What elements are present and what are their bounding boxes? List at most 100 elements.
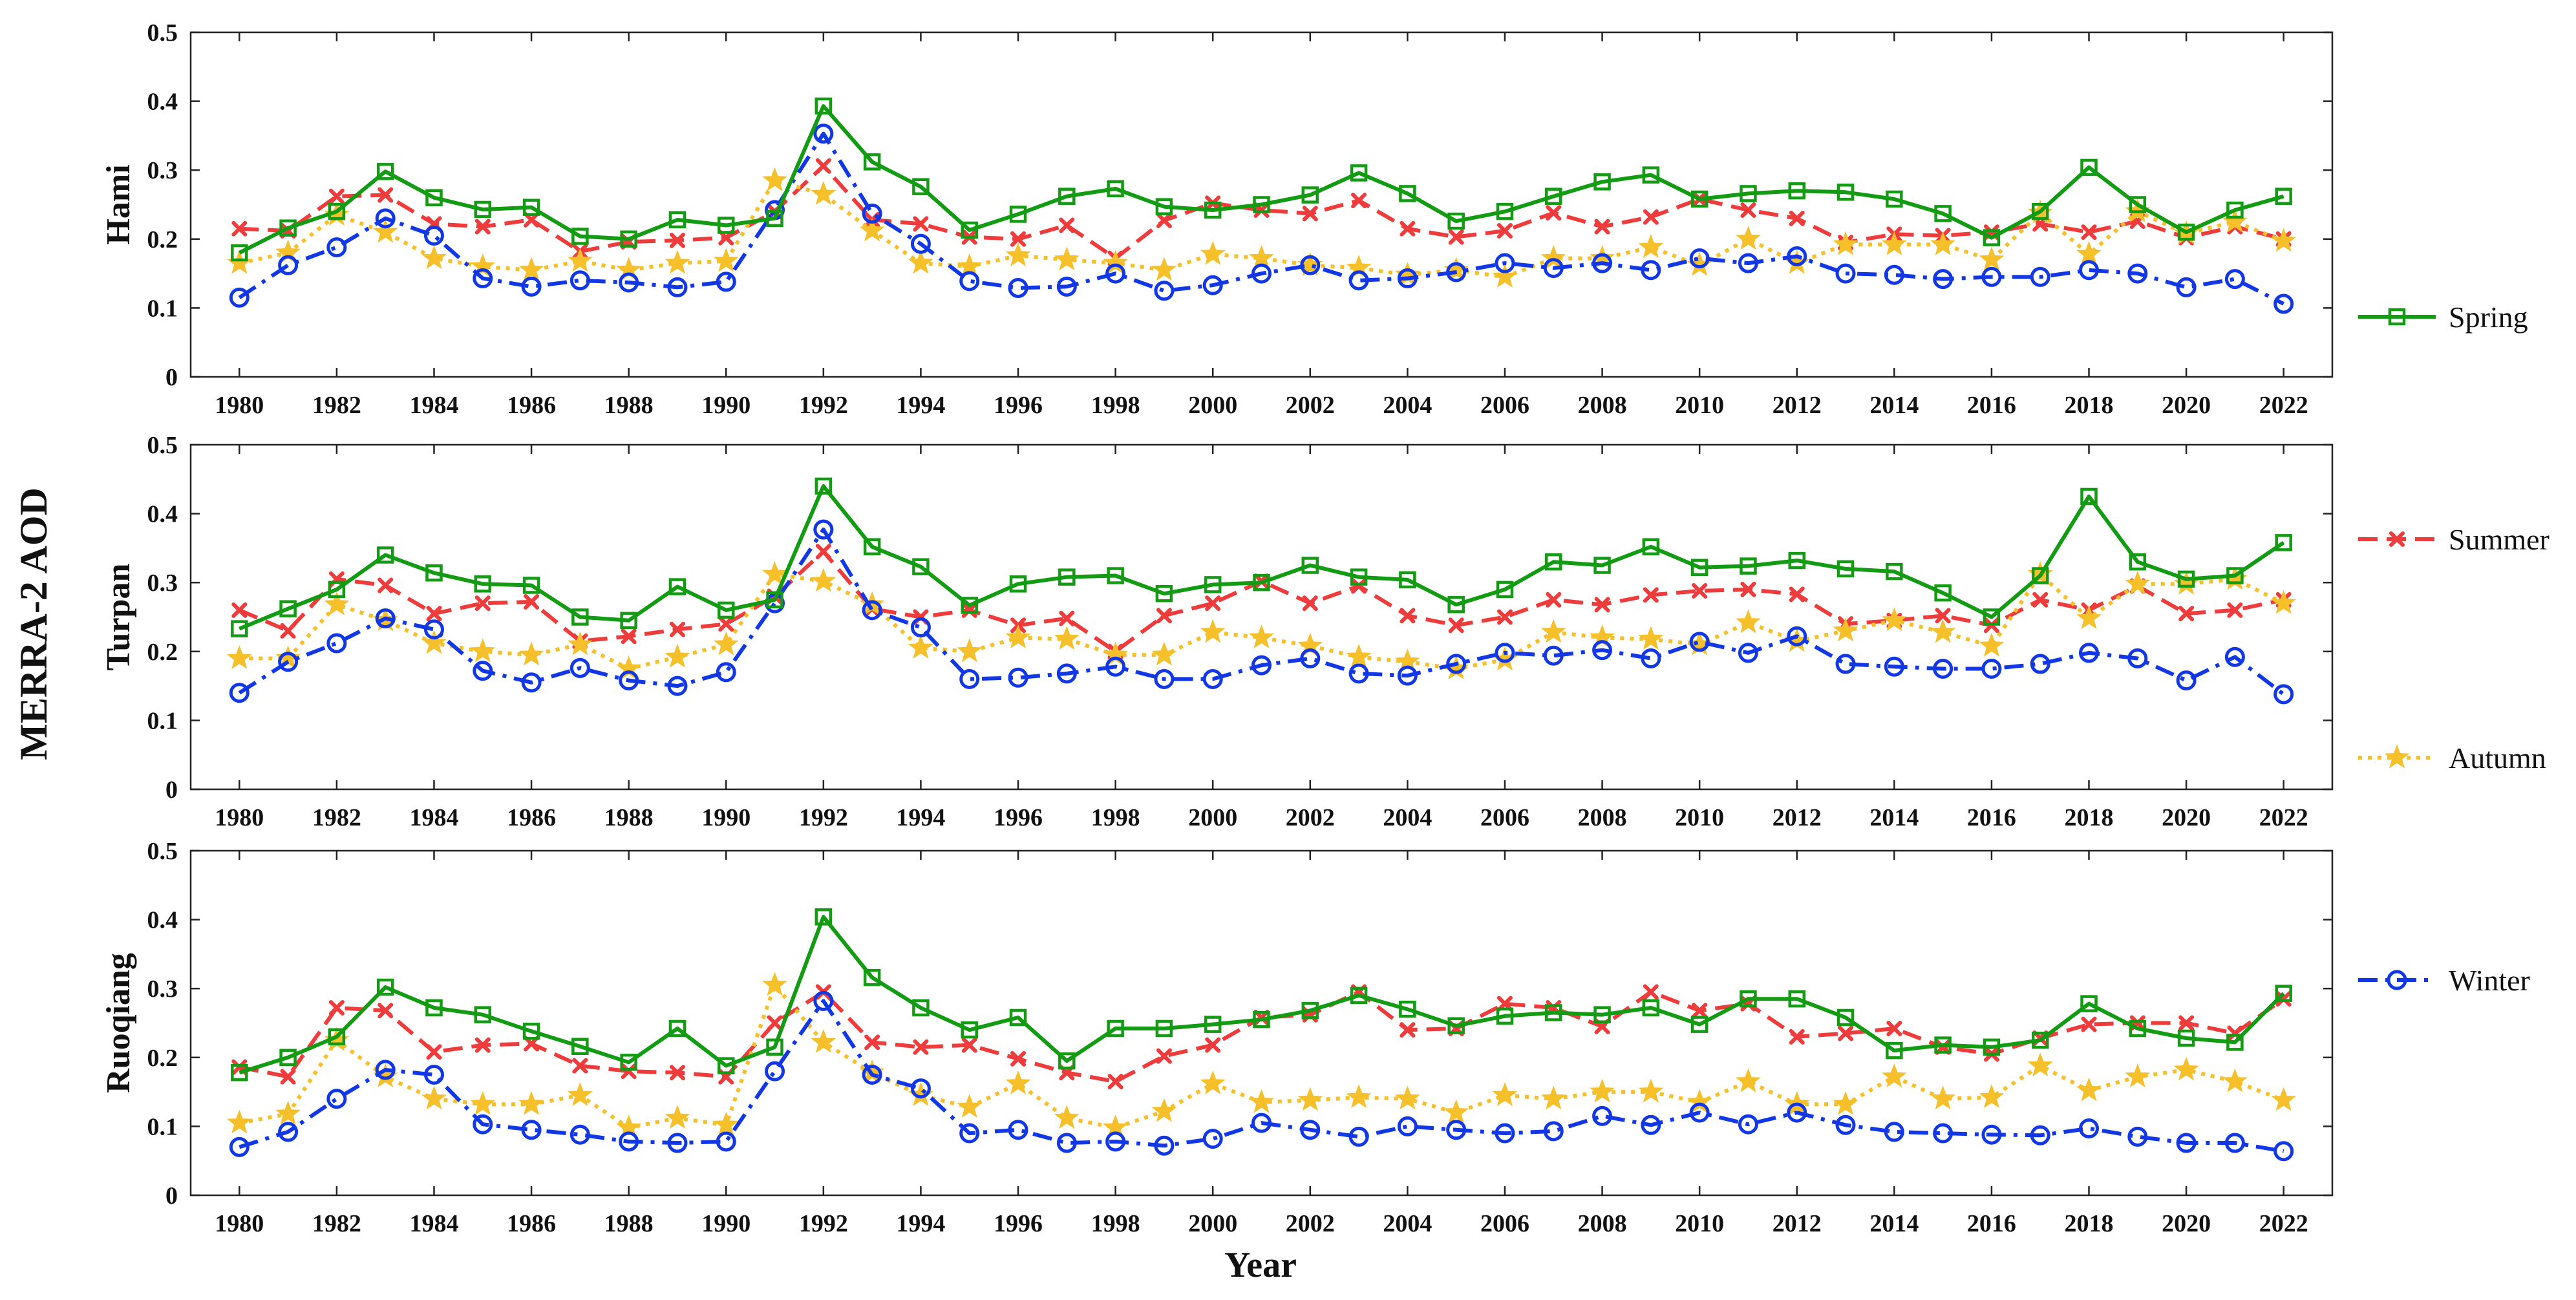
data-point-autumn <box>567 248 593 272</box>
panel-ruoqiang: 0 0.1 0.2 0.3 0.4 0.5 1980 1982 1984 1986 1988 1990… <box>100 838 2334 1237</box>
series-winter <box>229 519 2294 705</box>
data-point-winter <box>2079 643 2100 663</box>
data-point-winter <box>862 1064 882 1085</box>
data-point-spring <box>766 1038 783 1056</box>
data-point-summer <box>767 1015 783 1031</box>
data-point-autumn <box>226 250 252 274</box>
data-point-spring <box>328 202 346 220</box>
data-point-spring <box>2275 187 2292 205</box>
x-tick-label: 1980 <box>215 804 264 831</box>
data-point-winter <box>667 277 688 297</box>
data-point-winter <box>278 652 299 672</box>
data-point-spring <box>1690 190 1708 208</box>
data-point-autumn <box>226 645 252 669</box>
data-point-spring <box>912 999 930 1017</box>
data-point-spring <box>1642 166 1660 184</box>
data-point-winter <box>1592 640 1613 661</box>
data-point-spring <box>1690 1016 1708 1033</box>
x-tick-label: 2022 <box>2259 392 2308 419</box>
x-tick-label: 1982 <box>312 392 361 419</box>
data-point-winter <box>1884 1122 1904 1142</box>
data-point-spring <box>1058 1052 1076 1070</box>
data-point-summer <box>1838 1025 1854 1041</box>
data-point-autumn <box>1200 240 1226 265</box>
x-tick-label: 1992 <box>799 804 848 831</box>
data-point-winter <box>1397 268 1418 289</box>
data-point-summer <box>1156 1048 1172 1064</box>
x-tick-label: 1998 <box>1091 392 1140 419</box>
data-point-autumn <box>372 218 398 243</box>
data-point-spring <box>474 1006 492 1023</box>
data-point-winter <box>1056 276 1077 297</box>
data-point-spring <box>1836 184 1855 201</box>
x-tick-label: 1984 <box>409 1210 458 1237</box>
data-point-winter <box>1933 269 1953 290</box>
legend-label: Autumn <box>2449 741 2546 774</box>
data-point-autumn <box>859 217 885 242</box>
data-point-spring <box>668 578 687 595</box>
series-spring <box>231 908 2292 1082</box>
data-point-autumn <box>1930 619 1956 643</box>
data-point-autumn <box>470 253 496 277</box>
data-point-spring <box>2031 567 2049 584</box>
data-point-spring <box>1253 1010 1270 1028</box>
data-point-winter <box>910 1078 931 1099</box>
data-point-winter <box>959 1123 980 1144</box>
data-point-spring <box>1107 567 1124 584</box>
legend-item-winter: Winter <box>2358 964 2530 997</box>
data-point-summer <box>1886 1021 1902 1037</box>
data-point-spring <box>474 200 492 218</box>
x-tick-label: 2012 <box>1772 804 1822 831</box>
data-point-winter <box>1641 648 1661 668</box>
chart-panels: 0 0.1 0.2 0.3 0.4 0.5 1980 1982 1984 1986 1988 1990… <box>100 19 2334 1237</box>
data-point-autumn <box>1443 257 1469 281</box>
data-point-winter <box>1105 656 1126 677</box>
data-point-spring <box>1399 571 1416 589</box>
data-point-spring <box>1253 196 1270 213</box>
data-point-summer <box>231 220 248 237</box>
x-tick-label: 2008 <box>1578 804 1627 831</box>
y-tick-label: 0.1 <box>147 707 178 734</box>
data-point-autumn <box>1930 231 1956 255</box>
data-point-autumn <box>1297 1087 1323 1111</box>
x-tick-label: 1980 <box>215 392 264 419</box>
series-summer <box>231 984 2292 1090</box>
x-tick-label: 1992 <box>799 1210 848 1237</box>
data-point-summer <box>2081 1016 2097 1032</box>
data-point-winter <box>1202 275 1223 295</box>
data-point-autumn <box>762 167 787 191</box>
data-point-spring <box>814 97 833 115</box>
data-point-spring <box>2080 487 2098 506</box>
data-point-autumn <box>1346 643 1372 668</box>
data-point-winter <box>1202 1129 1223 1149</box>
data-point-winter <box>2079 1118 2100 1139</box>
plot-frame <box>189 849 2334 1197</box>
data-point-winter <box>2176 670 2197 691</box>
data-point-autumn <box>2076 605 2102 630</box>
data-point-summer <box>2227 602 2243 618</box>
data-point-winter <box>229 1136 250 1157</box>
data-point-autumn <box>1736 609 1761 634</box>
data-point-spring <box>2226 567 2244 584</box>
y-tick-label: 0.1 <box>147 1113 178 1140</box>
data-point-spring <box>1690 559 1708 576</box>
x-tick-label: 2006 <box>1480 392 1529 419</box>
data-point-winter <box>2030 1125 2050 1145</box>
data-point-summer <box>378 1003 394 1019</box>
data-point-spring <box>1788 990 1805 1008</box>
data-point-winter <box>326 237 347 258</box>
data-point-autumn <box>2173 1056 2199 1081</box>
data-point-winter <box>716 1131 736 1152</box>
data-point-autumn <box>2076 1077 2102 1102</box>
series-spring <box>231 97 2292 262</box>
data-point-spring <box>814 908 833 926</box>
data-point-winter <box>1348 270 1369 291</box>
data-point-spring <box>912 558 930 575</box>
data-point-spring <box>1983 229 2001 246</box>
data-point-summer <box>426 1044 442 1060</box>
x-tick-label: 2006 <box>1480 804 1529 831</box>
data-point-winter <box>1738 253 1758 273</box>
data-point-autumn <box>2125 570 2151 595</box>
panel-y-axis-label: Ruoqiang <box>100 953 137 1093</box>
x-tick-label: 2004 <box>1383 392 1432 419</box>
